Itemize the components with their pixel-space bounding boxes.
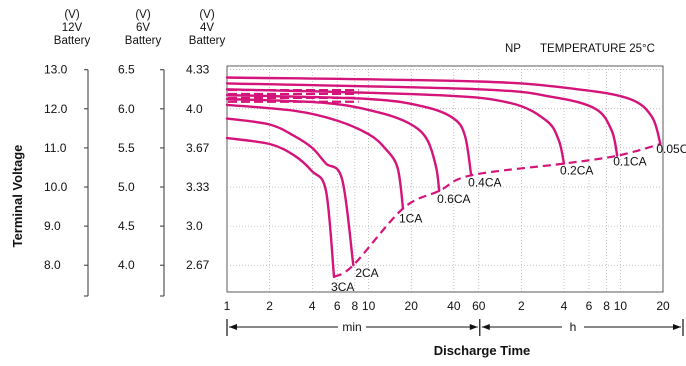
curve-label: 0.6CA [437, 192, 470, 206]
x-tick-label: 8 [352, 299, 359, 313]
x-tick-label: 10 [362, 299, 376, 313]
x-tick-label: 6 [586, 299, 593, 313]
y-tick-label-1: 5.0 [118, 180, 135, 194]
y-tick-label-0: 9.0 [44, 219, 61, 233]
arrow-head [673, 324, 681, 330]
curve-0.1CA [225, 82, 619, 157]
y-axis-header-1: 6V [136, 22, 150, 34]
y-axis-header-1: (V) [135, 9, 151, 21]
x-unit-h: h [570, 320, 577, 334]
curve-1CA [225, 103, 405, 210]
y-axis-title: Terminal Voltage [10, 145, 25, 248]
curve-label: 0.2CA [560, 164, 593, 178]
y-axis-header-0: Battery [54, 35, 91, 47]
x-tick-label: 4 [561, 299, 568, 313]
arrow-head [481, 324, 490, 330]
x-tick-label: 20 [405, 299, 419, 313]
y-axis-header-2: 4V [200, 22, 214, 34]
y-tick-label-1: 5.5 [118, 141, 135, 155]
y-tick-label-1: 4.5 [118, 219, 135, 233]
y-tick-label-2: 4.0 [186, 102, 203, 116]
plot-frame [226, 65, 664, 293]
arrow-head [229, 324, 237, 330]
curve-label: 3CA [331, 280, 354, 294]
x-tick-label: 2 [266, 299, 273, 313]
y-axis-header-1: Battery [125, 35, 162, 47]
y-axis-header-2: Battery [189, 35, 226, 47]
y-axis-header-0: (V) [64, 9, 80, 21]
x-tick-label: 20 [656, 299, 670, 313]
x-tick-label: 1 [224, 299, 231, 313]
curve-0.05CA [225, 76, 662, 146]
curve-0.2CA [225, 88, 566, 165]
y-tick-label-1: 6.0 [118, 102, 135, 116]
y-tick-label-0: 10.0 [44, 180, 68, 194]
temperature-label: TEMPERATURE 25°C [540, 43, 655, 55]
end-voltage-curve [333, 142, 661, 278]
curve-label: 0.05CA [656, 142, 686, 156]
y-tick-label-2: 3.67 [186, 141, 210, 155]
y-tick-label-0: 8.0 [44, 258, 61, 272]
x-tick-label: 40 [447, 299, 461, 313]
y-axis-header-2: (V) [199, 9, 215, 21]
curve-label: 0.4CA [468, 175, 501, 189]
y-tick-label-2: 3.33 [186, 180, 210, 194]
x-tick-label: 4 [309, 299, 316, 313]
curve-label: 1CA [399, 212, 422, 226]
arrow-head [469, 324, 478, 330]
y-tick-label-0: 13.0 [44, 63, 68, 77]
y-tick-label-1: 4.0 [118, 258, 135, 272]
curve-label: 0.1CA [613, 155, 646, 169]
x-axis-title: Discharge Time [434, 343, 531, 358]
y-tick-label-0: 12.0 [44, 102, 68, 116]
curve-label: 2CA [355, 266, 378, 280]
y-tick-label-1: 6.5 [118, 63, 135, 77]
curve-3CA [225, 136, 336, 279]
x-tick-label: 2 [518, 299, 525, 313]
y-axis-header-0: 12V [62, 22, 83, 34]
curve-2CA [225, 117, 355, 267]
y-tick-label-2: 2.67 [186, 258, 210, 272]
x-tick-label: 10 [614, 299, 628, 313]
x-tick-label: 8 [603, 299, 610, 313]
y-tick-label-2: 3.0 [186, 219, 203, 233]
x-unit-min: min [342, 320, 361, 334]
chart-subject-label: NP [505, 43, 521, 55]
curve-0.6CA [225, 97, 441, 193]
x-tick-label: 60 [472, 299, 486, 313]
x-tick-label: 6 [334, 299, 341, 313]
y-tick-label-0: 11.0 [44, 141, 67, 155]
y-tick-label-2: 4.33 [186, 63, 210, 77]
